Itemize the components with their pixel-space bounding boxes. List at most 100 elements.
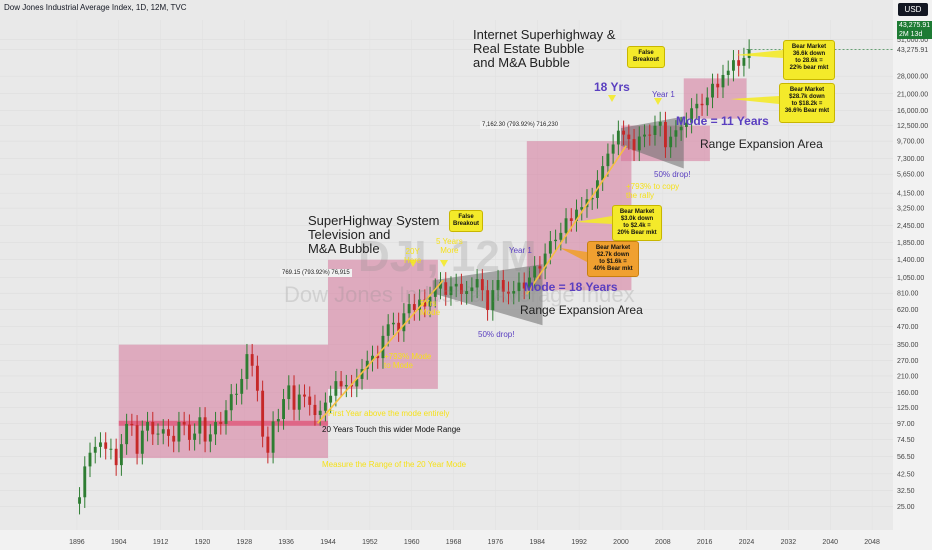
candle-body — [616, 130, 620, 145]
y-tick-label: 56.50 — [897, 454, 915, 461]
y-tick-label: 1,050.00 — [897, 275, 924, 282]
bear-market-note-4: Bear Market $2.7k down to $1.6k = 40% Be… — [587, 241, 639, 277]
title-internet-bubble: Internet Superhighway & Real Estate Bubb… — [473, 27, 616, 70]
candle-body — [653, 125, 657, 135]
y-tick-label: 210.00 — [897, 373, 919, 380]
candle-body — [606, 153, 610, 167]
candle-body — [695, 103, 699, 109]
candle-body — [167, 429, 170, 436]
x-tick-label: 2000 — [613, 539, 629, 546]
candle-body — [381, 335, 385, 359]
candle-body — [83, 466, 87, 498]
currency-button[interactable]: USD — [898, 3, 928, 16]
y-tick-label: 51,000.00 — [897, 37, 928, 44]
bear-market-note-3: Bear Market $3.0k down to $2.4k = 20% Be… — [612, 205, 662, 241]
y-tick-label: 125.00 — [897, 405, 919, 412]
candle-body — [433, 288, 437, 297]
candle-body — [527, 277, 531, 289]
y-tick-label: 32.50 — [897, 488, 915, 495]
y-tick-label: 3,250.00 — [897, 206, 924, 213]
candle-body — [475, 279, 479, 288]
false-breakout-note-lower: False Breakout — [449, 210, 483, 232]
candle-body — [507, 291, 510, 294]
candle-body — [88, 452, 92, 467]
mode-793-label: +793% Mode to Mode — [384, 352, 432, 370]
bear-note-2-pointer — [730, 96, 779, 104]
drop-50-lower-label: 50% drop! — [478, 330, 515, 339]
candle-body — [287, 385, 291, 400]
candle-body — [569, 218, 573, 221]
candle-body — [470, 287, 474, 292]
candle-body — [611, 144, 615, 154]
y-tick-label: 160.00 — [897, 390, 919, 397]
candle-body — [376, 355, 380, 359]
candle-body — [235, 393, 238, 395]
x-axis: 1896 1904 1912 1920 1928 1936 1944 1952 1960 1968… — [0, 530, 893, 550]
candle-body — [193, 433, 197, 440]
y-tick-label: 7,300.00 — [897, 156, 924, 163]
candle-body — [575, 209, 578, 221]
candle-body — [365, 360, 369, 370]
candle-body — [229, 394, 233, 411]
range-expansion-lower-label: Range Expansion Area — [520, 303, 643, 317]
candle-body — [318, 410, 322, 416]
measure-upper-label: 7,162.30 (793.92%) 716,230 — [480, 121, 561, 129]
x-tick-label: 1896 — [69, 539, 85, 546]
y-tick-label: 810.00 — [897, 291, 919, 298]
x-tick-label: 1904 — [111, 539, 127, 546]
drop-50-upper-label: 50% drop! — [654, 170, 691, 179]
candle-body — [737, 60, 741, 66]
trend-line — [316, 279, 444, 424]
candle-body — [580, 207, 584, 210]
candle-body — [125, 423, 129, 445]
candle-body — [297, 394, 301, 410]
candle-body — [386, 324, 390, 336]
candle-body — [303, 394, 306, 397]
candle-body — [187, 424, 191, 440]
candle-body — [245, 354, 249, 379]
candle-body — [543, 253, 547, 269]
year1-lower-label: Year 1 — [509, 246, 532, 255]
candle-body — [538, 266, 542, 269]
candle-body — [151, 422, 155, 435]
candle-body — [439, 282, 442, 289]
candle-body — [119, 444, 123, 466]
candle-body — [203, 417, 207, 442]
candle-body — [554, 239, 558, 242]
candle-body — [480, 279, 484, 291]
candle-body — [334, 381, 338, 396]
candle-body — [742, 57, 746, 66]
candle-body — [512, 291, 516, 294]
candle-body — [308, 396, 312, 405]
y-tick-label: 4,150.00 — [897, 191, 924, 198]
candle-body — [250, 354, 254, 366]
candle-body — [323, 402, 327, 411]
y-tick-label: 21,000.00 — [897, 91, 928, 98]
y-tick-label: 25.00 — [897, 504, 915, 511]
candle-body — [637, 136, 641, 151]
candle-body — [627, 134, 631, 140]
candle-body — [391, 322, 395, 325]
down-arrow — [440, 260, 448, 267]
candle-body — [261, 390, 265, 437]
candle-body — [559, 232, 563, 240]
candle-body — [412, 304, 416, 311]
candle-body — [721, 74, 725, 88]
y-tick-label: 350.00 — [897, 342, 919, 349]
symbol-header[interactable]: Dow Jones Industrial Average Index, 1D, … — [4, 3, 187, 12]
false-breakout-note-upper: False Breakout — [627, 46, 665, 68]
x-tick-label: 1920 — [195, 539, 211, 546]
y-tick-label: 28,000.00 — [897, 74, 928, 81]
candle-body — [156, 433, 160, 435]
down-arrow — [409, 260, 417, 267]
candle-body — [643, 134, 646, 137]
candle-body — [182, 422, 186, 425]
x-tick-label: 2048 — [864, 539, 880, 546]
mode-range-band — [683, 78, 747, 119]
x-tick-label: 2024 — [739, 539, 755, 546]
candle-body — [548, 241, 552, 254]
bear-note-1-pointer — [735, 50, 783, 58]
copy-rally-label: +793% to copy the rally — [626, 182, 680, 200]
